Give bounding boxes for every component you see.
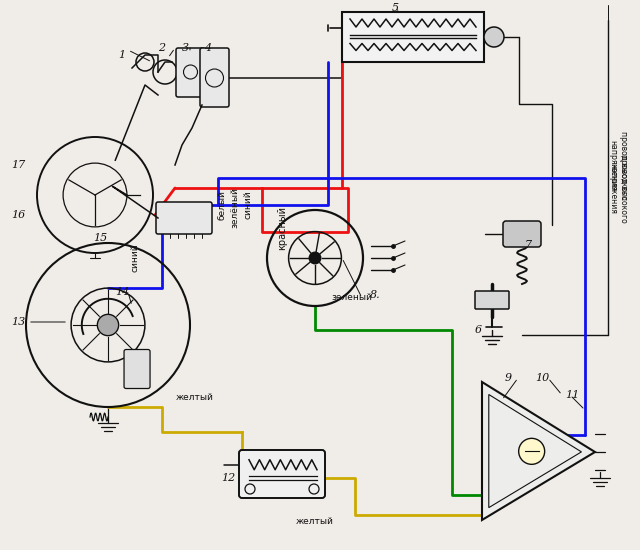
Text: 3: 3 — [181, 43, 189, 53]
Text: 2: 2 — [159, 43, 166, 53]
Text: 6: 6 — [474, 325, 481, 335]
Circle shape — [518, 438, 545, 464]
Text: синий: синий — [243, 191, 253, 219]
FancyBboxPatch shape — [503, 221, 541, 247]
Text: желтый: желтый — [296, 518, 334, 526]
Circle shape — [484, 27, 504, 47]
Text: 15: 15 — [93, 233, 107, 243]
Circle shape — [97, 315, 118, 336]
Polygon shape — [482, 382, 595, 520]
Text: 12: 12 — [221, 473, 235, 483]
Text: белый: белый — [218, 190, 227, 220]
FancyBboxPatch shape — [124, 349, 150, 388]
FancyBboxPatch shape — [200, 48, 229, 107]
FancyBboxPatch shape — [342, 12, 484, 62]
Text: провод высокого
напряжения: провод высокого напряжения — [608, 131, 628, 200]
Text: зеленый: зеленый — [332, 294, 372, 302]
Text: 16: 16 — [11, 210, 25, 220]
Text: 9: 9 — [504, 373, 511, 383]
Text: 8.: 8. — [370, 290, 380, 300]
Text: 13: 13 — [11, 317, 25, 327]
Text: желтый: желтый — [176, 393, 214, 403]
Text: 14: 14 — [115, 287, 129, 297]
FancyBboxPatch shape — [239, 450, 325, 498]
Text: 10: 10 — [535, 373, 549, 383]
Text: 7: 7 — [524, 240, 532, 250]
FancyBboxPatch shape — [475, 291, 509, 309]
Text: 1: 1 — [118, 50, 125, 60]
Text: 4: 4 — [204, 43, 212, 53]
Text: 5: 5 — [392, 3, 399, 13]
Text: провод высокого
напряжения: провод высокого напряжения — [608, 153, 628, 222]
Text: синий: синий — [131, 244, 140, 272]
FancyBboxPatch shape — [156, 202, 212, 234]
Text: 11: 11 — [565, 390, 579, 400]
Text: красный: красный — [277, 206, 287, 250]
Text: зелёный: зелёный — [230, 188, 239, 228]
FancyBboxPatch shape — [176, 48, 205, 97]
Text: 17: 17 — [11, 160, 25, 170]
Circle shape — [309, 252, 321, 264]
